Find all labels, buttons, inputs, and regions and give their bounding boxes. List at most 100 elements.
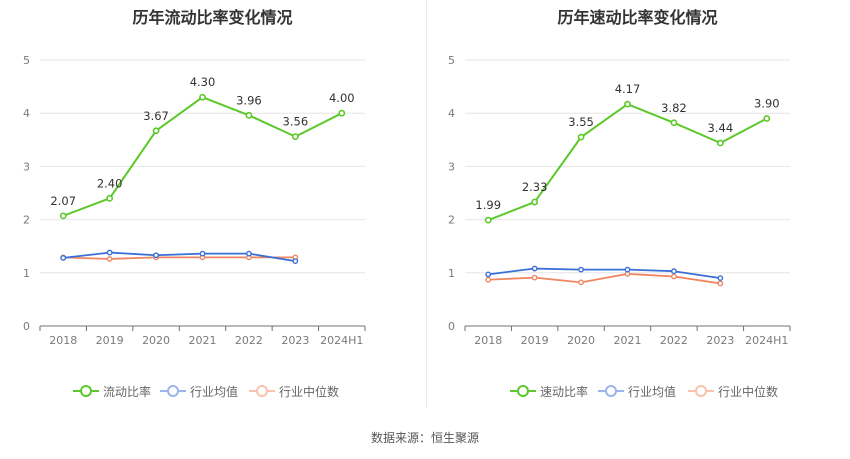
current-ratio-panel: 历年流动比率变化情况 0 1 2 3 4 5 2018 2019 2020 2021 2022 202… [0, 0, 425, 420]
y-tick-label: 5 [448, 54, 455, 67]
legend-label: 行业均值 [190, 384, 239, 399]
data-point [717, 275, 724, 282]
data-point [531, 274, 538, 281]
legend: 速动比率 行业均值 行业中位数 [425, 381, 850, 401]
data-point [531, 265, 538, 272]
legend-item-industry-median[interactable]: 行业中位数 [249, 381, 339, 401]
x-tick-label: 2020 [142, 334, 170, 347]
data-point [199, 93, 206, 101]
legend-item-industry-average[interactable]: 行业均值 [598, 381, 676, 401]
x-tick-label: 2022 [660, 334, 688, 347]
data-label: 2.40 [97, 176, 123, 190]
y-tick-label: 0 [23, 320, 30, 333]
data-label: 3.90 [754, 97, 780, 111]
y-tick-label: 5 [23, 54, 30, 67]
chart-title: 历年流动比率变化情况 [132, 8, 293, 27]
y-tick-label: 3 [448, 160, 455, 173]
legend-line-icon [73, 384, 99, 398]
data-point [153, 252, 159, 259]
data-point [763, 115, 771, 122]
data-point [671, 273, 677, 280]
panel-divider [426, 0, 427, 408]
legend-item-industry-median[interactable]: 行业中位数 [688, 381, 778, 401]
current-ratio-chart: 0 1 2 3 4 5 2018 2019 2020 2021 2022 2023 2024H1 2.07… [23, 54, 366, 347]
data-label: 3.44 [708, 121, 734, 135]
x-tick-label: 2021 [614, 334, 642, 347]
x-tick-label: 2024H1 [745, 334, 788, 347]
data-point [484, 216, 492, 224]
data-point [717, 280, 724, 287]
data-point [199, 250, 206, 257]
data-label: 3.56 [283, 115, 309, 129]
data-point [578, 266, 584, 273]
chart-title: 历年速动比率变化情况 [557, 8, 718, 27]
y-tick-label: 1 [23, 267, 30, 280]
data-point [485, 271, 492, 278]
series-line [488, 267, 721, 280]
legend-item-current-ratio[interactable]: 流动比率 [73, 381, 151, 401]
legend-line-icon [249, 384, 275, 398]
legend: 流动比率 行业均值 行业中位数 [0, 381, 425, 401]
y-tick-label: 2 [448, 214, 455, 227]
data-label: 1.99 [475, 198, 501, 212]
legend-label: 流动比率 [103, 384, 152, 399]
legend-label: 速动比率 [540, 384, 589, 399]
series-line [63, 251, 296, 262]
data-point [485, 276, 492, 283]
x-tick-label: 2018 [49, 334, 77, 347]
data-point [578, 279, 584, 286]
data-point [624, 266, 631, 273]
y-tick-label: 2 [23, 214, 30, 227]
data-point [670, 119, 678, 127]
data-point [106, 256, 113, 262]
legend-item-quick-ratio[interactable]: 速动比率 [510, 381, 588, 401]
x-tick-label: 2021 [189, 334, 217, 347]
data-point [59, 212, 67, 220]
data-label: 4.30 [190, 75, 216, 89]
y-tick-label: 3 [23, 160, 30, 173]
y-tick-label: 4 [448, 107, 455, 120]
legend-label: 行业均值 [628, 384, 677, 399]
data-label: 3.67 [143, 109, 169, 123]
data-label: 2.33 [522, 180, 548, 194]
data-point [531, 198, 539, 206]
legend-line-icon [598, 384, 624, 398]
y-tick-label: 0 [448, 320, 455, 333]
data-source-note: 数据来源：恒生聚源 [370, 431, 479, 445]
data-point [246, 250, 252, 257]
y-tick-label: 1 [448, 267, 455, 280]
series-line [63, 256, 296, 260]
y-tick-label: 4 [23, 107, 30, 120]
x-tick-label: 2018 [474, 334, 502, 347]
data-label: 4.00 [329, 91, 355, 105]
data-label: 3.96 [236, 93, 262, 107]
legend-item-industry-average[interactable]: 行业均值 [160, 381, 238, 401]
quick-ratio-panel: 历年速动比率变化情况 0 1 2 3 4 5 2018 2019 2020 2021 2022 202… [425, 0, 850, 420]
data-label: 2.07 [50, 194, 76, 208]
data-point [106, 194, 114, 202]
legend-line-icon [510, 384, 536, 398]
x-tick-label: 2024H1 [320, 334, 363, 347]
data-label: 3.82 [661, 101, 687, 115]
legend-line-icon [160, 384, 186, 398]
data-point [291, 133, 299, 141]
data-point [106, 249, 113, 256]
data-point [716, 139, 724, 147]
data-point [338, 109, 346, 117]
x-tick-label: 2020 [567, 334, 595, 347]
data-point [624, 100, 631, 108]
legend-label: 行业中位数 [279, 384, 340, 399]
legend-label: 行业中位数 [718, 384, 779, 399]
x-tick-label: 2019 [521, 334, 549, 347]
data-point [671, 268, 677, 275]
x-tick-label: 2019 [96, 334, 124, 347]
series-line [488, 272, 721, 285]
data-point [152, 127, 160, 135]
quick-ratio-chart: 0 1 2 3 4 5 2018 2019 2020 2021 2022 2023 2024H1 1.99… [448, 54, 791, 347]
x-tick-label: 2022 [235, 334, 263, 347]
x-tick-label: 2023 [281, 334, 309, 347]
legend-line-icon [688, 384, 714, 398]
data-point [292, 258, 299, 264]
data-point [245, 111, 253, 119]
data-label: 4.17 [615, 82, 641, 96]
